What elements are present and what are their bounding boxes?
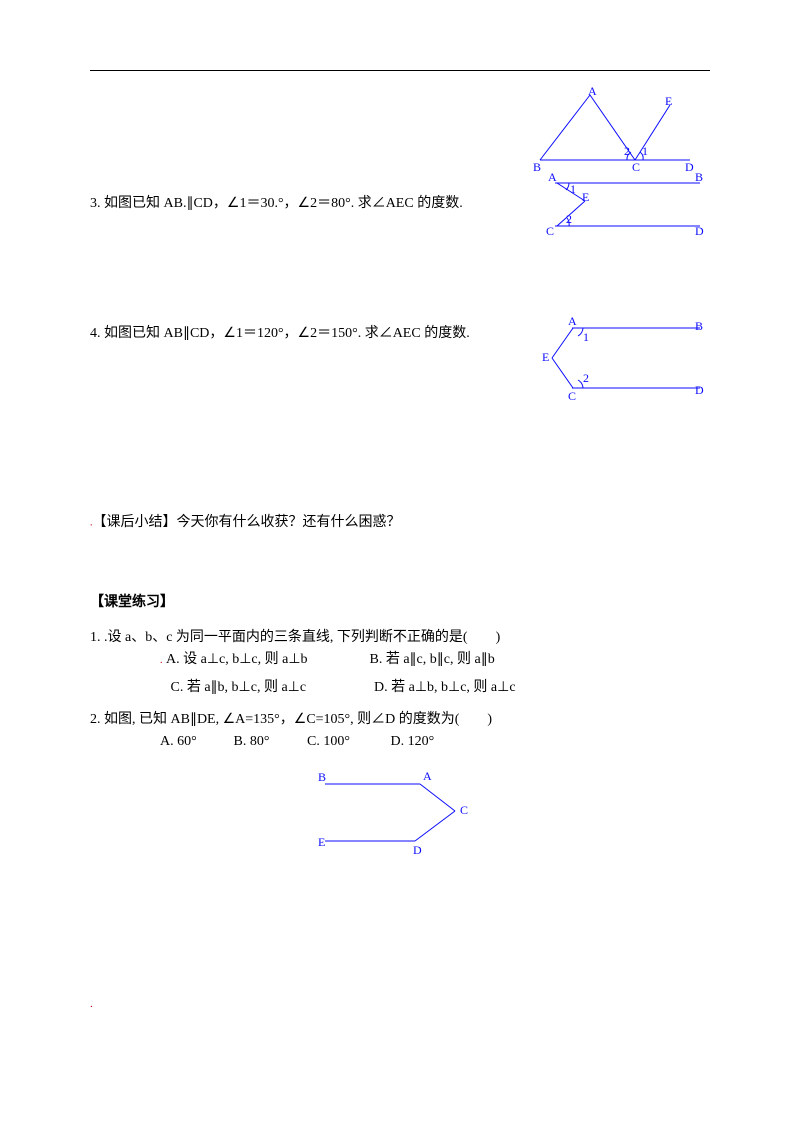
q3s-1: 1	[570, 182, 576, 196]
p2-B: B. 80°	[234, 728, 304, 756]
bottom-marker: .	[90, 996, 93, 1012]
q3s-D: D	[695, 224, 704, 238]
p2-D: D. 120°	[391, 728, 471, 756]
summary-section: .【课后小结】今天你有什么收获？还有什么困惑？	[90, 511, 710, 531]
top-rule	[90, 70, 710, 71]
q3s-A: A	[548, 171, 557, 184]
p1-C: C. 若 a∥b, b⊥c, 则 a⊥c	[171, 674, 371, 702]
q3s-E: E	[582, 190, 589, 204]
practice-heading: 【课堂练习】	[90, 591, 710, 611]
q-top-figure: A E B C D 2 1	[530, 85, 700, 180]
q4-A: A	[568, 316, 577, 328]
q3s-B: B	[695, 171, 703, 184]
p2-figure: B A C E D	[90, 766, 710, 866]
p2f-E: E	[318, 835, 325, 849]
q4-text: 4. 如图已知 AB∥CD，∠1＝120°，∠2＝150°. 求∠AEC 的度数…	[90, 321, 470, 346]
q3s-C: C	[546, 224, 554, 238]
q4-B: B	[695, 319, 703, 333]
q4-E: E	[542, 350, 549, 364]
q4-figure: A B E C D 1 2	[540, 316, 710, 411]
label-2: 2	[624, 144, 630, 158]
question-3: 3. 如图已知 AB.∥CD，∠1＝30.°，∠2＝80°. 求∠AEC 的度数…	[90, 191, 710, 291]
summary-text: 今天你有什么收获？还有什么困惑？	[177, 515, 401, 530]
page: A E B C D 2 1 3. 如图已知 AB.∥CD，∠1＝30.°，∠2＝…	[0, 0, 800, 1132]
q3-text: 3. 如图已知 AB.∥CD，∠1＝30.°，∠2＝80°. 求∠AEC 的度数…	[90, 191, 463, 216]
q3s-2: 2	[566, 212, 572, 226]
question-4: 4. 如图已知 AB∥CD，∠1＝120°，∠2＝150°. 求∠AEC 的度数…	[90, 321, 710, 431]
p1-B: B. 若 a∥c, b∥c, 则 a∥b	[370, 646, 570, 674]
q4-D: D	[695, 383, 704, 397]
p2f-B: B	[318, 770, 326, 784]
p1-A: A. 设 a⊥c, b⊥c, 则 a⊥b	[166, 646, 366, 674]
q4-1: 1	[583, 330, 589, 344]
practice-label: 【课堂练习】	[90, 595, 174, 610]
p2-stem: 2. 如图, 已知 AB∥DE, ∠A=135°，∠C=105°, 则∠D 的度…	[90, 708, 710, 728]
q4-2: 2	[583, 371, 589, 385]
p2f-A: A	[423, 769, 432, 783]
practice-1: 1. .设 a、b、c 为同一平面内的三条直线, 下列判断不正确的是( ) . …	[90, 626, 710, 702]
summary-label: 【课后小结】	[93, 515, 177, 530]
p2-C: C. 100°	[307, 728, 387, 756]
q3-figure: A B C D E 1 2	[540, 171, 710, 251]
p1-D: D. 若 a⊥b, b⊥c, 则 a⊥c	[374, 674, 574, 702]
p2f-D: D	[413, 843, 422, 857]
p1-stem: 1. .设 a、b、c 为同一平面内的三条直线, 下列判断不正确的是( )	[90, 626, 710, 646]
p2-A: A. 60°	[160, 728, 230, 756]
label-E: E	[665, 94, 672, 108]
q4-C: C	[568, 389, 576, 403]
practice-2: 2. 如图, 已知 AB∥DE, ∠A=135°，∠C=105°, 则∠D 的度…	[90, 708, 710, 866]
label-1: 1	[642, 144, 648, 158]
p2f-C: C	[460, 803, 468, 817]
label-A: A	[588, 85, 597, 98]
